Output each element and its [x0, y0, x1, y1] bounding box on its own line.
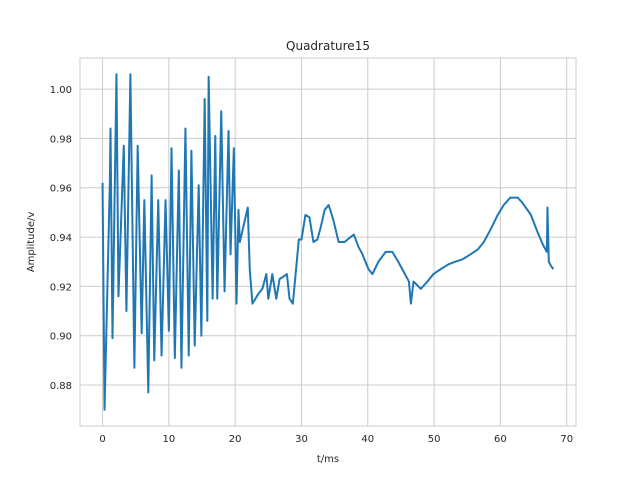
plot-area — [80, 58, 576, 426]
chart-title: Quadrature15 — [286, 39, 370, 53]
y-tick-label: 0.88 — [50, 381, 72, 392]
y-tick-label: 0.94 — [50, 233, 72, 244]
y-tick-label: 1.00 — [50, 85, 72, 96]
x-tick-label: 20 — [229, 434, 242, 445]
y-tick-label: 0.98 — [50, 134, 72, 145]
x-tick-label: 30 — [295, 434, 308, 445]
axes-frame — [79, 57, 577, 427]
x-tick-label: 50 — [428, 434, 441, 445]
x-tick-label: 0 — [99, 434, 105, 445]
x-axis-label: t/ms — [317, 454, 339, 465]
x-tick-label: 40 — [361, 434, 374, 445]
x-tick-label: 10 — [162, 434, 175, 445]
y-tick-label: 0.90 — [50, 332, 72, 343]
data-line — [101, 73, 555, 411]
x-tick-label: 60 — [494, 434, 507, 445]
y-axis-label: Amplitude/v — [26, 212, 37, 273]
y-tick-label: 0.96 — [50, 184, 72, 195]
x-tick-label: 70 — [560, 434, 573, 445]
y-tick-label: 0.92 — [50, 282, 72, 293]
